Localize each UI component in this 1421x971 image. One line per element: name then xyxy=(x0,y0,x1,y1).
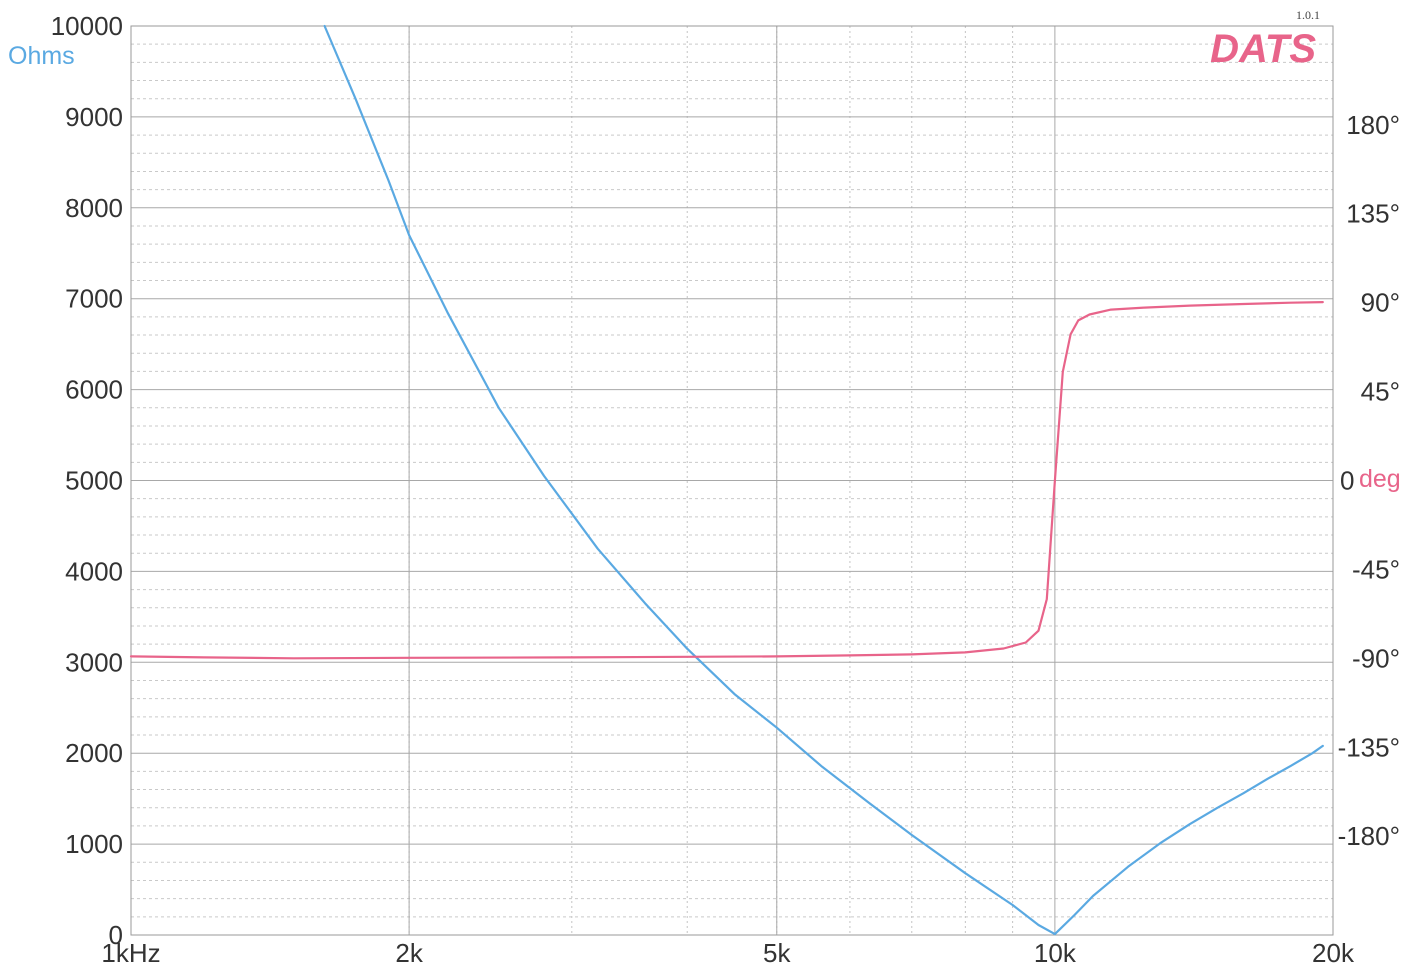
left-axis-tick-label: 10000 xyxy=(51,11,123,41)
left-axis-tick-label: 9000 xyxy=(65,102,123,132)
left-axis-tick-label: 8000 xyxy=(65,193,123,223)
left-axis-tick-label: 5000 xyxy=(65,466,123,496)
x-axis-tick-label: 1kHz xyxy=(101,938,160,968)
right-axis-tick-label: -135° xyxy=(1338,732,1400,762)
phase-series-line xyxy=(129,301,1324,660)
left-axis-tick-label: 2000 xyxy=(65,738,123,768)
impedance-series-line xyxy=(323,24,1324,936)
left-axis-tick-label: 0 xyxy=(109,920,123,950)
right-axis-tick-label: -45° xyxy=(1352,554,1400,584)
left-axis-tick-label: 4000 xyxy=(65,556,123,586)
left-axis-tick-label: 1000 xyxy=(65,829,123,859)
version-label: 1.0.1 xyxy=(1296,8,1320,22)
right-axis-tick-label: -90° xyxy=(1352,643,1400,673)
right-axis-tick-label: 90° xyxy=(1361,288,1400,318)
x-axis-tick-label: 5k xyxy=(763,938,791,968)
right-axis-tick-label: 45° xyxy=(1361,377,1400,407)
x-axis-tick-label: 20k xyxy=(1312,938,1355,968)
x-axis-tick-label: 10k xyxy=(1034,938,1077,968)
left-axis-tick-label: 6000 xyxy=(65,375,123,405)
left-axis-tick-label: 7000 xyxy=(65,284,123,314)
left-axis-tick-label: 3000 xyxy=(65,647,123,677)
right-axis-tick-label: 180° xyxy=(1346,110,1400,140)
right-axis-unit-label: deg xyxy=(1359,465,1401,493)
series-layer xyxy=(129,24,1324,936)
x-axis-ticks: 1kHz 2k 5k 10k 20k xyxy=(101,938,1355,968)
right-axis-ticks: 180° 135° 90° 45° 0 -45° -90° -135° -180° xyxy=(1338,110,1400,851)
plot-frame xyxy=(130,25,1334,936)
x-axis-tick-label: 2k xyxy=(395,938,423,968)
right-axis-tick-label: 0 xyxy=(1340,466,1354,496)
right-axis-tick-label: -180° xyxy=(1338,821,1400,851)
right-axis-tick-label: 135° xyxy=(1346,199,1400,229)
left-axis-ticks: 0 1000 2000 3000 4000 5000 6000 7000 8000 9000 100… xyxy=(51,11,123,950)
left-axis-unit-label: Ohms xyxy=(8,42,75,70)
dats-logo-text: DATS xyxy=(1210,27,1316,71)
